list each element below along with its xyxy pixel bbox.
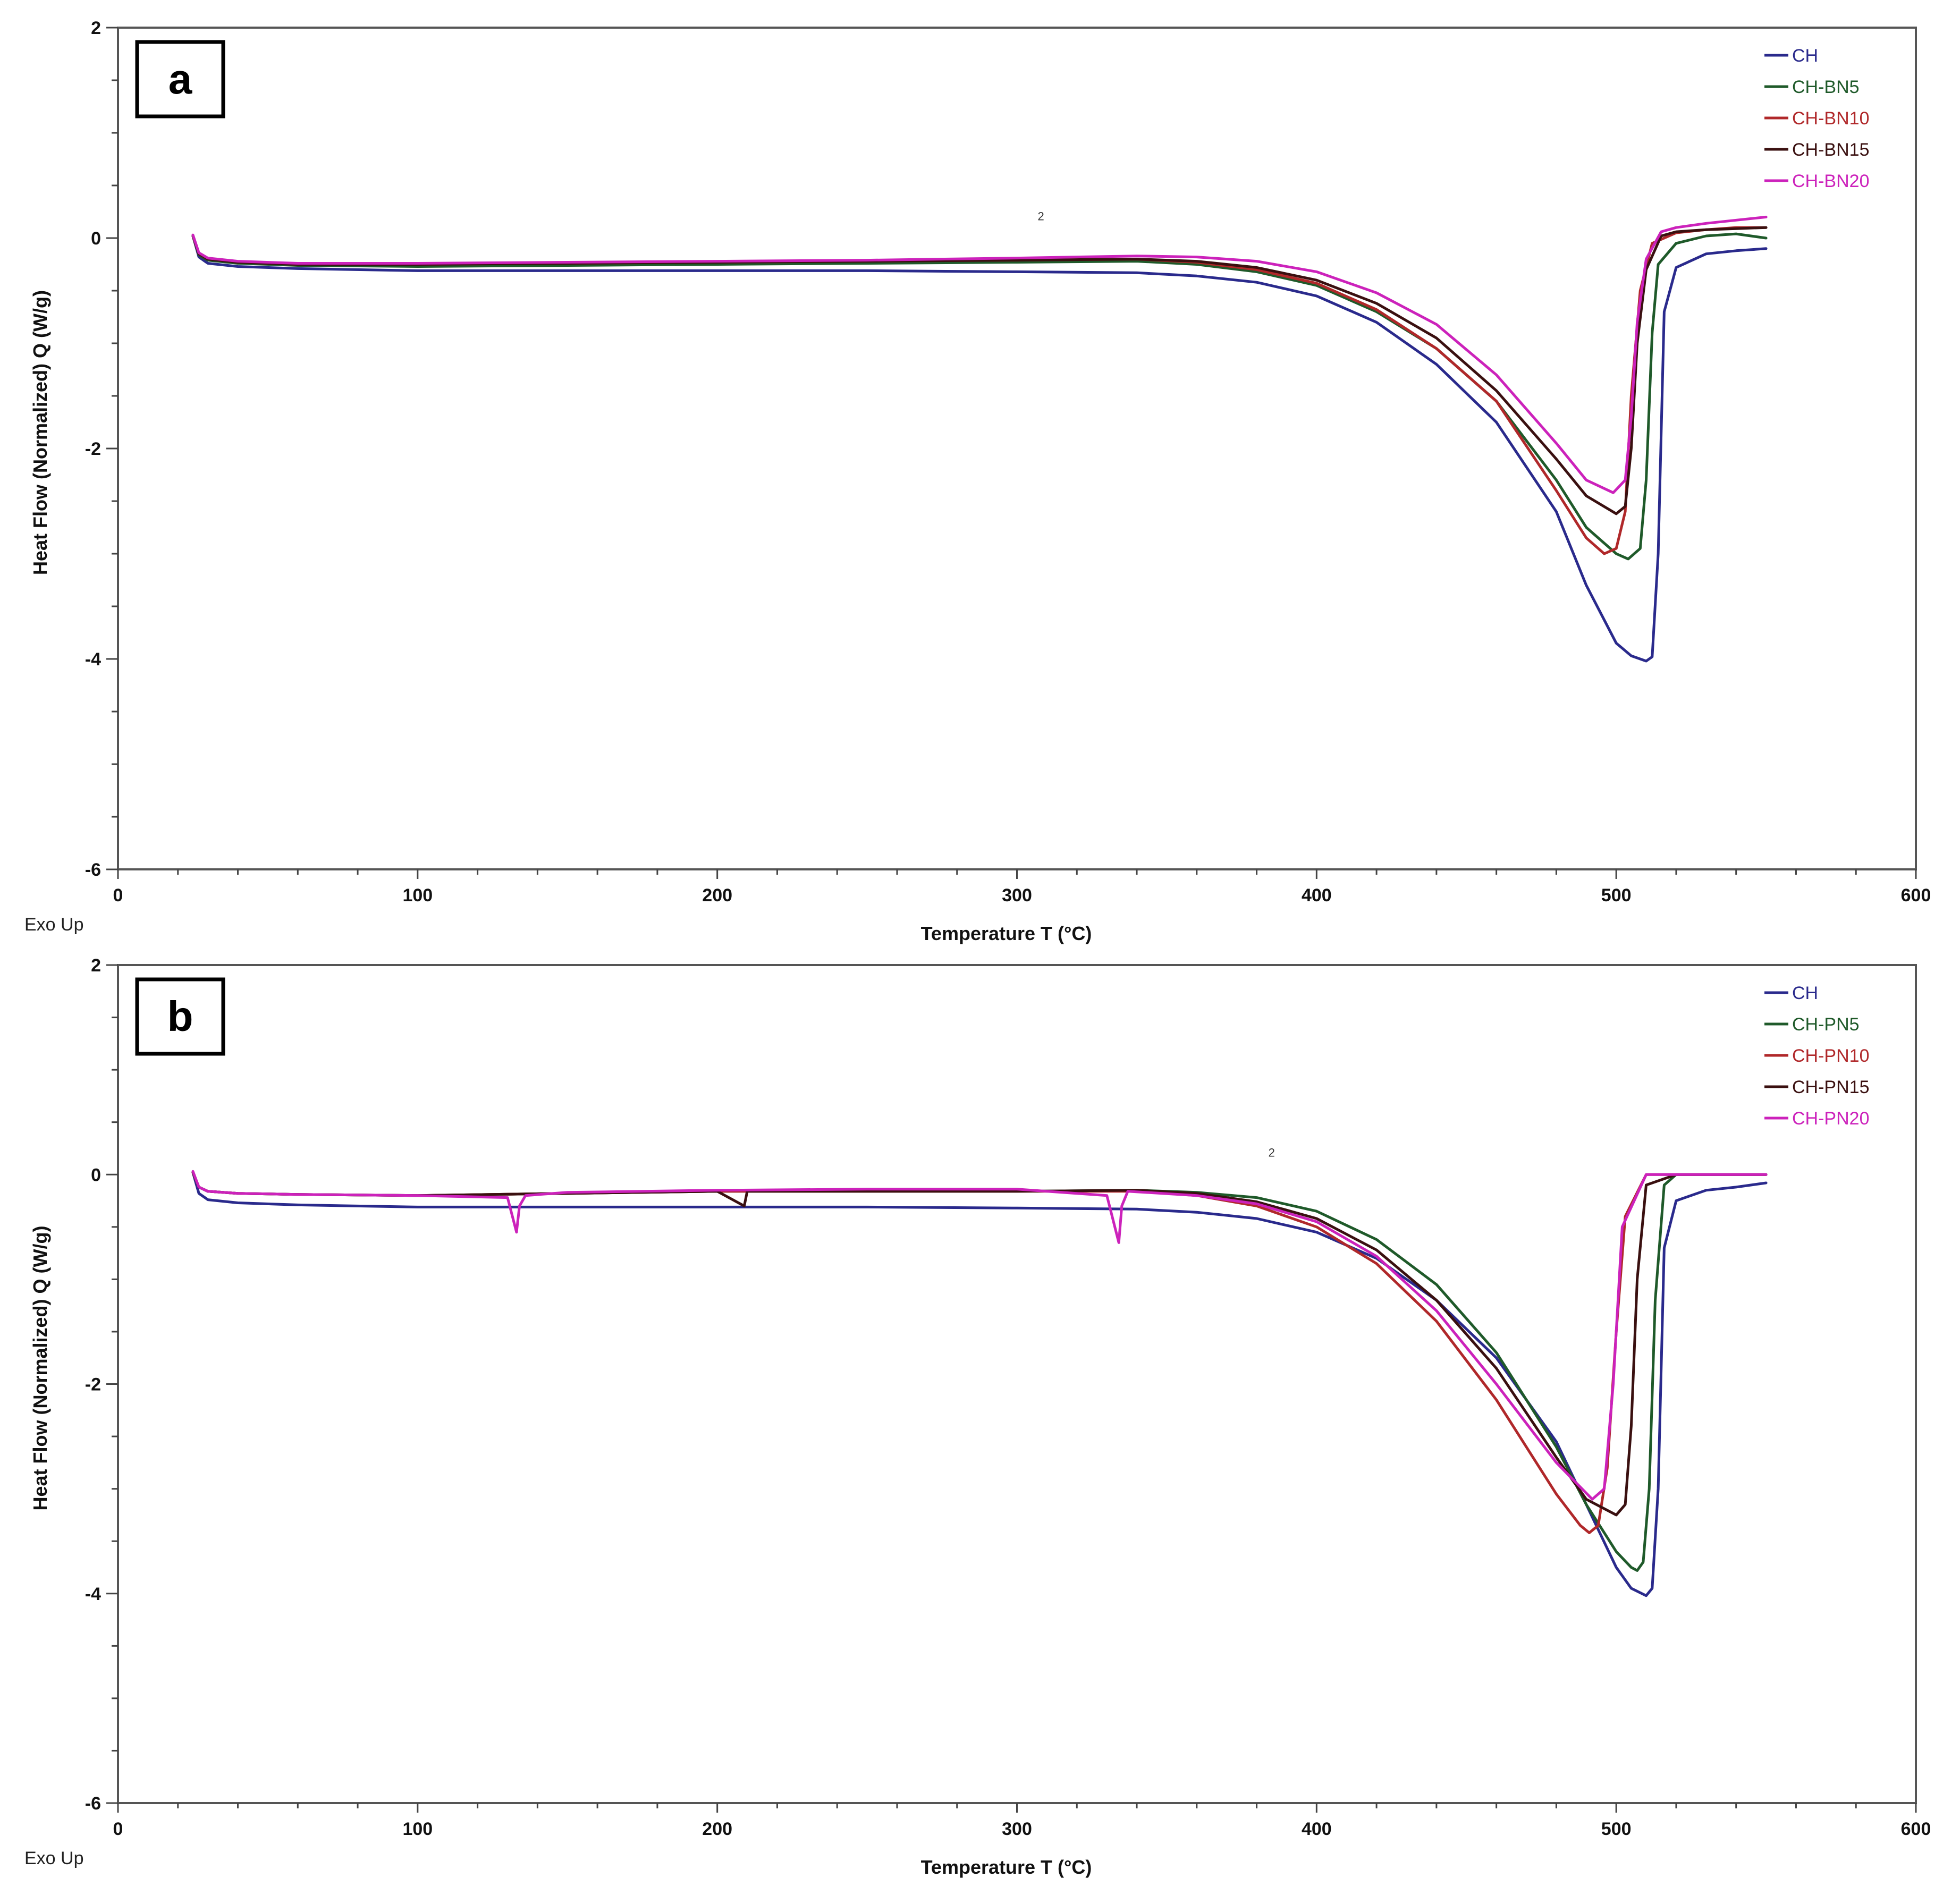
legend-label: CH-BN15 bbox=[1792, 140, 1869, 160]
panel-letter: a bbox=[168, 55, 192, 103]
legend: CH CH-BN5 CH-BN10 CH-BN15 CH-BN20 bbox=[1764, 46, 1869, 191]
legend-label: CH-PN10 bbox=[1792, 1046, 1869, 1066]
legend-label: CH-BN20 bbox=[1792, 171, 1869, 191]
series-line-ch-pn15 bbox=[191, 1171, 1768, 1517]
exo-up-label: Exo Up bbox=[24, 915, 84, 935]
legend-label: CH-PN5 bbox=[1792, 1014, 1860, 1035]
panel-letter-box bbox=[135, 977, 225, 1056]
annotation-mark: 2 bbox=[1269, 1146, 1275, 1160]
legend-label: CH-BN10 bbox=[1792, 108, 1869, 129]
y-tick-label: -4 bbox=[85, 649, 101, 670]
x-tick-label: 400 bbox=[1302, 1819, 1332, 1839]
x-tick-label: 0 bbox=[113, 885, 123, 906]
chart-panel-a: 0 100 200 300 400 500 600 2 0 -2 -4 -6 Temperature T… bbox=[24, 18, 1931, 944]
legend-item: CH bbox=[1764, 983, 1818, 1003]
legend-item: CH-BN15 bbox=[1764, 140, 1869, 160]
x-tick-label: 600 bbox=[1901, 885, 1931, 906]
x-tick-label: 500 bbox=[1601, 1819, 1632, 1839]
y-tick-label: 0 bbox=[91, 229, 101, 249]
y-tick-label: -6 bbox=[85, 860, 101, 880]
legend-item: CH-BN10 bbox=[1764, 108, 1869, 129]
x-tick-label: 200 bbox=[702, 885, 732, 906]
y-tick-label: 0 bbox=[91, 1165, 101, 1185]
series-line-ch bbox=[191, 234, 1768, 663]
series-line-ch-pn5 bbox=[191, 1171, 1768, 1572]
y-tick-label: -4 bbox=[85, 1584, 101, 1604]
series-line-ch-bn10 bbox=[191, 226, 1768, 555]
x-tick-label: 100 bbox=[402, 1819, 433, 1839]
legend-item: CH-BN5 bbox=[1764, 77, 1860, 97]
series-group bbox=[191, 1170, 1768, 1597]
y-tick-label: -6 bbox=[85, 1794, 101, 1814]
series-line-ch-pn10 bbox=[191, 1171, 1768, 1534]
legend-label: CH-PN20 bbox=[1792, 1109, 1869, 1129]
panel-letter: b bbox=[167, 993, 193, 1040]
legend: CH CH-PN5 CH-PN10 CH-PN15 CH-PN20 bbox=[1764, 983, 1869, 1129]
legend-label: CH-PN15 bbox=[1792, 1077, 1869, 1097]
series-line-ch-bn5 bbox=[191, 232, 1768, 561]
series-group bbox=[191, 215, 1768, 663]
x-axis-title: Temperature T (°C) bbox=[921, 923, 1092, 944]
y-axis-title: Heat Flow (Normalized) Q (W/g) bbox=[29, 1226, 51, 1511]
legend-item: CH bbox=[1764, 46, 1818, 66]
legend-label: CH bbox=[1792, 983, 1818, 1003]
exo-up-label: Exo Up bbox=[24, 1848, 84, 1868]
series-line-ch bbox=[191, 1171, 1768, 1597]
y-tick-label: 2 bbox=[91, 955, 101, 976]
x-tick-label: 600 bbox=[1901, 1819, 1931, 1839]
y-axis-title: Heat Flow (Normalized) Q (W/g) bbox=[29, 290, 51, 575]
x-tick-label: 400 bbox=[1302, 885, 1332, 906]
x-tick-label: 200 bbox=[702, 1819, 732, 1839]
legend-item: CH-PN5 bbox=[1764, 1014, 1860, 1035]
legend-label: CH bbox=[1792, 46, 1818, 66]
x-tick-label: 100 bbox=[402, 885, 433, 906]
x-tick-label: 300 bbox=[1002, 1819, 1032, 1839]
plot-frame bbox=[117, 964, 1917, 1804]
y-tick-label: -2 bbox=[85, 439, 101, 459]
legend-item: CH-PN15 bbox=[1764, 1077, 1869, 1097]
x-axis-title: Temperature T (°C) bbox=[921, 1856, 1092, 1878]
chart-panel-b: 0 100 200 300 400 500 600 2 0 -2 -4 -6 Temperature T… bbox=[0, 930, 1960, 1895]
legend-item: CH-BN20 bbox=[1764, 171, 1869, 191]
y-tick-label: 2 bbox=[91, 18, 101, 38]
x-tick-label: 500 bbox=[1601, 885, 1632, 906]
series-line-ch-pn20 bbox=[191, 1170, 1768, 1501]
legend-label: CH-BN5 bbox=[1792, 77, 1860, 97]
legend-item: CH-PN20 bbox=[1764, 1109, 1869, 1129]
chart-b-plot: 0 100 200 300 400 500 600 2 0 -2 -4 -6 Temperature T… bbox=[24, 955, 1931, 1878]
panel-letter-box bbox=[135, 40, 225, 119]
legend-item: CH-PN10 bbox=[1764, 1046, 1869, 1066]
y-tick-label: -2 bbox=[85, 1375, 101, 1395]
x-tick-label: 0 bbox=[113, 1819, 123, 1839]
annotation-mark: 2 bbox=[1037, 209, 1044, 223]
series-line-ch-bn20 bbox=[191, 215, 1768, 494]
chart-a-plot: 0 100 200 300 400 500 600 2 0 -2 -4 -6 Temperature T… bbox=[24, 18, 1931, 944]
x-tick-label: 300 bbox=[1002, 885, 1032, 906]
